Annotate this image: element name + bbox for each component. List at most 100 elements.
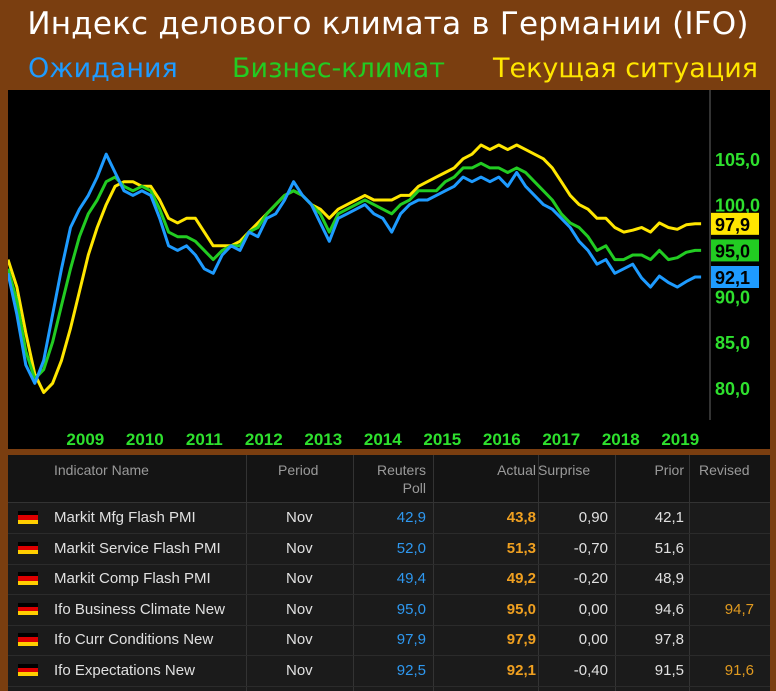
table-row[interactable]: Markit Mfg Flash PMI Nov 42,9 43,8 0,90 42,1 — [8, 503, 770, 534]
last-value-label: 92,1 — [711, 266, 759, 288]
indicator-name: Markit Mfg Flash PMI — [54, 509, 196, 526]
last-value-text: 92,1 — [715, 268, 750, 288]
revised-value: 94,7 — [724, 600, 754, 618]
column-divider — [538, 455, 539, 691]
header-revised: Revised — [699, 462, 750, 478]
table-row[interactable]: Ifo Expectations New Nov 92,5 92,1 -0,40 91,5… — [8, 656, 770, 687]
reuters-poll-value: 49,4 — [396, 570, 426, 587]
indicators-table: Indicator Name Period Reuters Poll Actua… — [8, 455, 770, 691]
period-value: Nov — [286, 661, 313, 679]
y-tick-label: 105,0 — [715, 150, 760, 170]
actual-value: 51,3 — [506, 539, 536, 557]
x-tick-label: 2017 — [542, 430, 580, 449]
y-tick-label: 80,0 — [715, 379, 750, 399]
period-value: Nov — [286, 600, 313, 618]
table-header: Indicator Name Period Reuters Poll Actua… — [8, 455, 770, 503]
surprise-value: 0,00 — [578, 631, 608, 648]
reuters-poll-value: 95,0 — [396, 600, 426, 618]
surprise-value: -0,20 — [573, 570, 608, 587]
x-tick-label: 2016 — [483, 430, 521, 449]
last-value-badge — [711, 239, 759, 262]
reuters-poll-value: 42,9 — [396, 509, 426, 526]
prior-value: 91,5 — [654, 661, 684, 679]
y-tick-label: 100,0 — [715, 196, 760, 216]
column-divider — [353, 455, 354, 691]
prior-value: 94,6 — [654, 600, 684, 618]
header-indicator-name: Indicator Name — [54, 462, 149, 478]
revised-value: 91,6 — [724, 661, 754, 679]
reuters-poll-value: 52,0 — [396, 539, 426, 557]
chart-background — [8, 90, 770, 449]
surprise-value: 0,00 — [578, 600, 608, 618]
last-value-label: 97,9 — [711, 212, 759, 235]
y-tick-label: 85,0 — [715, 333, 750, 353]
period-value: Nov — [286, 509, 313, 526]
table-row[interactable]: Markit Comp Flash PMI Nov 49,4 49,2 -0,20 48,… — [8, 564, 770, 595]
germany-flag-icon — [18, 602, 38, 616]
germany-flag-icon — [18, 633, 38, 646]
header-period: Period — [278, 462, 319, 478]
table-row[interactable]: Markit Service Flash PMI Nov 52,0 51,3 -0,70… — [8, 534, 770, 565]
column-divider — [433, 455, 434, 691]
x-tick-label: 2009 — [66, 430, 104, 449]
prior-value: 48,9 — [654, 570, 684, 587]
surprise-value: -0,40 — [573, 661, 608, 679]
indicator-name: Ifo Expectations New — [54, 661, 195, 679]
indicator-name: Markit Comp Flash PMI — [54, 570, 211, 587]
header-actual: Actual — [497, 462, 536, 478]
legend-expectations: Ожидания — [28, 53, 178, 84]
column-divider — [615, 455, 616, 691]
x-tick-label: 2014 — [364, 430, 402, 449]
table-row[interactable]: Ifo Business Climate New Nov 95,0 95,0 0,00 9… — [8, 595, 770, 626]
germany-flag-icon — [18, 572, 38, 585]
period-value: Nov — [286, 570, 313, 587]
indicator-name: Markit Service Flash PMI — [54, 539, 221, 557]
x-tick-label: 2019 — [661, 430, 699, 449]
indicator-name: Ifo Curr Conditions New — [54, 631, 214, 648]
prior-value: 42,1 — [654, 509, 684, 526]
line-chart: 80,0 85,0 90,0 95,0 100,0 105,0 2009 2010 2011 20… — [8, 90, 760, 449]
germany-flag-icon — [18, 541, 38, 555]
last-value-label: 95,0 — [711, 239, 759, 262]
actual-value: 92,1 — [506, 661, 536, 679]
x-tick-label: 2010 — [126, 430, 164, 449]
series-expectations-line — [8, 152, 702, 385]
x-tick-label: 2012 — [245, 430, 283, 449]
column-divider — [246, 455, 247, 691]
reuters-poll-value: 97,9 — [396, 631, 426, 648]
germany-flag-icon — [18, 511, 38, 524]
prior-value: 51,6 — [654, 539, 684, 557]
x-tick-label: 2018 — [602, 430, 640, 449]
last-value-text: 97,9 — [715, 215, 750, 235]
last-value-text: 95,0 — [715, 241, 750, 261]
chart-title: Индекс делового климата в Германии (IFO) — [27, 6, 749, 42]
header-reuters-poll-line1: Reuters — [376, 462, 426, 478]
legend-business-climate: Бизнес-климат — [232, 53, 446, 84]
actual-value: 43,8 — [506, 509, 536, 526]
actual-value: 97,9 — [506, 631, 536, 648]
x-tick-label: 2013 — [304, 430, 342, 449]
surprise-value: -0,70 — [573, 539, 608, 557]
surprise-value: 0,90 — [578, 509, 608, 526]
header-prior: Prior — [654, 462, 684, 478]
actual-value: 95,0 — [506, 600, 536, 618]
column-divider — [689, 455, 690, 691]
table-row[interactable]: Ifo Curr Conditions New Nov 97,9 97,9 0,00 97… — [8, 625, 770, 656]
actual-value: 49,2 — [506, 570, 536, 587]
series-business-climate-line — [8, 161, 702, 381]
prior-value: 97,8 — [654, 631, 684, 648]
indicator-name: Ifo Business Climate New — [54, 600, 225, 618]
legend-current-situation: Текущая ситуация — [493, 53, 759, 84]
header-surprise: Surprise — [538, 462, 591, 478]
last-value-badge — [711, 266, 759, 288]
series-current-situation-line — [8, 143, 702, 394]
reuters-poll-value: 92,5 — [396, 661, 426, 679]
last-value-badge — [711, 212, 759, 235]
x-tick-label: 2011 — [186, 430, 223, 449]
header-reuters-poll-line2: Poll — [402, 480, 426, 496]
y-tick-label: 90,0 — [715, 287, 750, 307]
period-value: Nov — [286, 631, 313, 648]
period-value: Nov — [286, 539, 313, 557]
germany-flag-icon — [18, 663, 38, 677]
x-tick-label: 2015 — [423, 430, 461, 449]
